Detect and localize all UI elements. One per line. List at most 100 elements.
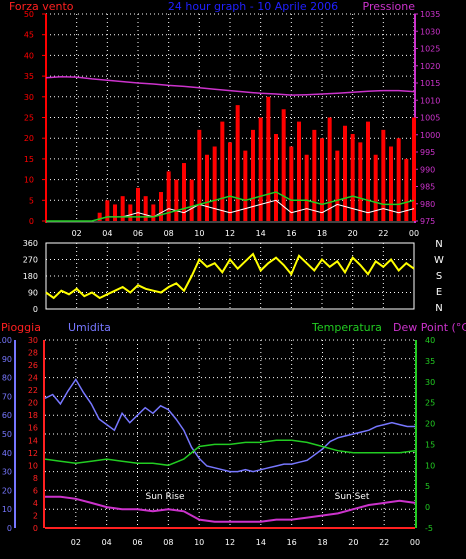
y-right-tick-label: 1015 xyxy=(420,79,440,88)
y-tick-label: 25 xyxy=(24,114,34,123)
x-tick-label: 02 xyxy=(71,538,81,547)
humidity-axis-title: Umidita xyxy=(68,321,111,334)
y-tick-label: 35 xyxy=(24,72,34,81)
y-right-tick-label: 1005 xyxy=(420,114,440,123)
compass-letter: N xyxy=(435,239,442,250)
temperature-tick-label: 35 xyxy=(425,357,435,366)
temperature-tick-label: 30 xyxy=(425,378,435,387)
x-tick-label: 00 xyxy=(410,538,420,547)
temperature-tick-label: 5 xyxy=(425,482,430,491)
rain-tick-label: 10 xyxy=(28,461,38,470)
humidity-tick-label: 30 xyxy=(2,468,12,477)
x-tick-label: 06 xyxy=(132,538,142,547)
rain-tick-label: 26 xyxy=(28,361,38,370)
y-right-tick-label: 1020 xyxy=(420,62,440,71)
rain-tick-label: 16 xyxy=(28,424,38,433)
x-tick-label: 14 xyxy=(256,229,266,238)
x-tick-label: 18 xyxy=(317,229,327,238)
y-right-tick-label: 1030 xyxy=(420,27,440,36)
x-tick-label: 20 xyxy=(348,229,358,238)
x-tick-label: 18 xyxy=(317,538,327,547)
x-tick-label: 08 xyxy=(164,229,174,238)
rain-tick-label: 30 xyxy=(28,336,38,345)
direction-line xyxy=(45,252,415,300)
y-right-tick-label: 1000 xyxy=(420,131,440,140)
rain-tick-label: 20 xyxy=(28,399,38,408)
temperature-tick-label: -5 xyxy=(425,524,433,533)
wind-axis-title: Forza vento xyxy=(9,0,74,13)
rain-tick-label: 14 xyxy=(28,436,38,445)
rain-tick-label: 8 xyxy=(33,474,38,483)
humidity-tick-label: 20 xyxy=(2,486,12,495)
y-tick-label: 0 xyxy=(29,217,34,226)
y-tick-label: 270 xyxy=(23,256,38,265)
x-tick-label: 08 xyxy=(163,538,173,547)
temperature-tick-label: 25 xyxy=(425,399,435,408)
y-right-tick-label: 1010 xyxy=(420,96,440,105)
humidity-tick-label: 50 xyxy=(2,430,12,439)
x-tick-label: 06 xyxy=(133,229,143,238)
rain-tick-label: 4 xyxy=(33,499,38,508)
x-tick-label: 04 xyxy=(102,538,112,547)
y-right-tick-label: 1025 xyxy=(420,45,440,54)
y-tick-label: 15 xyxy=(24,155,34,164)
sun-rise-label: Sun Rise xyxy=(146,492,185,502)
y-right-tick-label: 990 xyxy=(420,165,435,174)
y-right-tick-label: 1035 xyxy=(420,10,440,19)
x-tick-label: 22 xyxy=(379,538,389,547)
y-tick-label: 90 xyxy=(28,289,38,298)
average-wind-line xyxy=(46,191,415,222)
rain-tick-label: 12 xyxy=(28,449,38,458)
humidity-temperature-chart: 0102030405060708090100024681012141618202… xyxy=(0,336,435,547)
y-right-tick-label: 995 xyxy=(420,148,435,157)
rain-tick-label: 0 xyxy=(33,524,38,533)
compass-letter: W xyxy=(434,255,444,266)
compass-letter: S xyxy=(436,271,442,282)
pressure-axis-title: Pressione xyxy=(363,0,416,13)
x-tick-label: 10 xyxy=(194,538,204,547)
x-tick-label: 12 xyxy=(225,229,235,238)
humidity-line xyxy=(44,378,415,473)
temperature-tick-label: 10 xyxy=(425,461,435,470)
y-right-tick-label: 975 xyxy=(420,217,435,226)
y-tick-label: 45 xyxy=(24,31,34,40)
x-tick-label: 14 xyxy=(256,538,266,547)
temperature-tick-label: 40 xyxy=(425,336,435,345)
x-tick-label: 10 xyxy=(194,229,204,238)
chart-title: 24 hour graph - 10 Aprile 2006 xyxy=(168,0,338,13)
rain-tick-label: 18 xyxy=(28,411,38,420)
x-tick-label: 00 xyxy=(409,229,419,238)
x-tick-label: 04 xyxy=(102,229,112,238)
temperature-tick-label: 0 xyxy=(425,503,430,512)
y-tick-label: 5 xyxy=(29,196,34,205)
y-tick-label: 360 xyxy=(23,239,38,248)
y-tick-label: 40 xyxy=(24,51,34,60)
y-tick-label: 10 xyxy=(24,176,34,185)
sun-set-label: Sun Set xyxy=(335,492,370,502)
rain-tick-label: 24 xyxy=(28,374,38,383)
y-tick-label: 50 xyxy=(24,10,34,19)
y-tick-label: 180 xyxy=(23,272,38,281)
y-right-tick-label: 985 xyxy=(420,183,435,192)
humidity-tick-label: 0 xyxy=(7,524,12,533)
rain-tick-label: 22 xyxy=(28,386,38,395)
humidity-tick-label: 40 xyxy=(2,449,12,458)
rain-tick-label: 6 xyxy=(33,486,38,495)
y-tick-label: 20 xyxy=(24,134,34,143)
y-right-tick-label: 980 xyxy=(420,200,435,209)
temperature-line xyxy=(44,439,416,467)
humidity-tick-label: 80 xyxy=(2,374,12,383)
x-tick-label: 22 xyxy=(378,229,388,238)
x-tick-label: 12 xyxy=(225,538,235,547)
humidity-tick-label: 90 xyxy=(2,355,12,364)
x-tick-label: 16 xyxy=(287,538,297,547)
y-tick-label: 30 xyxy=(24,93,34,102)
compass-letter: N xyxy=(435,303,442,314)
humidity-tick-label: 60 xyxy=(2,411,12,420)
humidity-tick-label: 100 xyxy=(0,336,12,345)
wind-pressure-chart: 0510152025303540455097598098599099510001… xyxy=(24,10,441,238)
rain-tick-label: 28 xyxy=(28,349,38,358)
